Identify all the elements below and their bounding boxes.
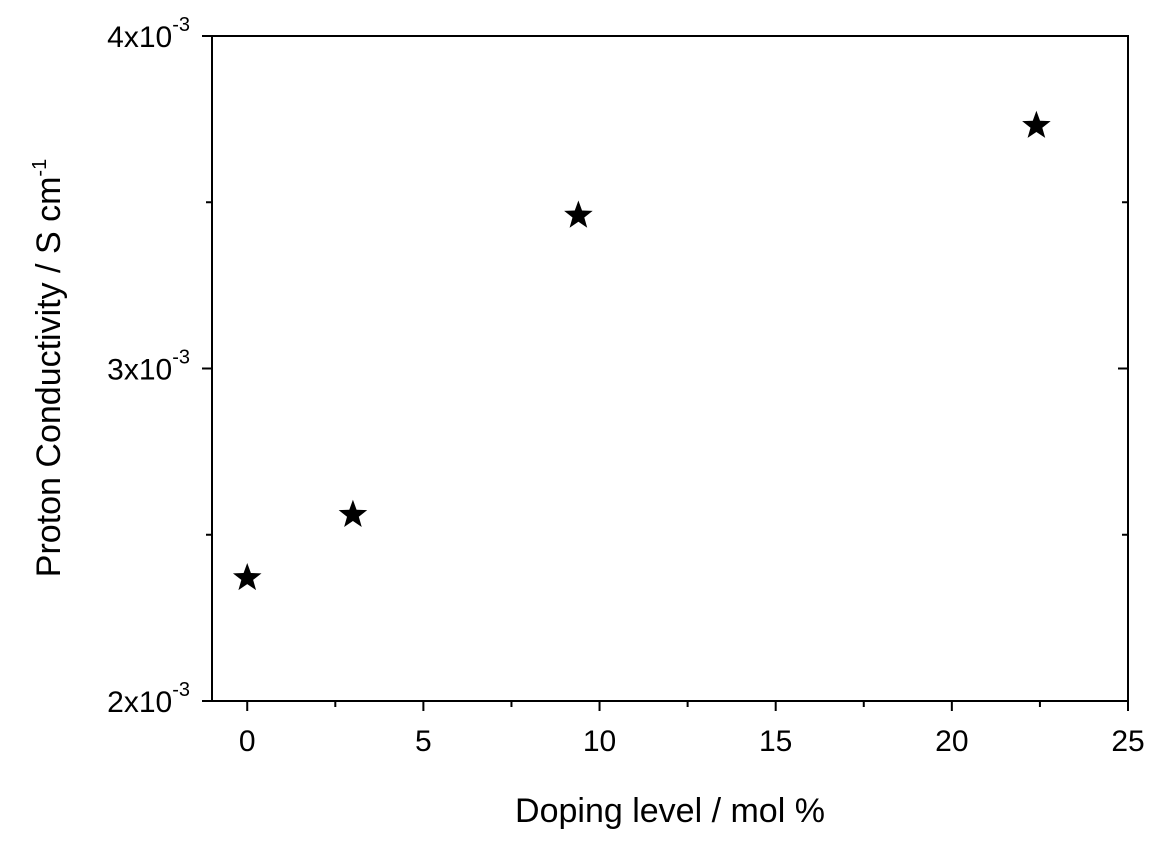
y-tick-mantissa: 2x10 [107,686,172,719]
y-axis-title-base: Proton Conductivity / S cm [30,177,68,578]
y-tick-label: 3x10-3 [107,347,190,387]
x-tick-label: 10 [583,725,616,758]
data-points [233,111,1051,590]
x-tick-label: 15 [759,725,792,758]
y-tick-mantissa: 3x10 [107,354,172,387]
data-point-star [564,201,593,228]
y-tick-exponent: -3 [172,679,190,701]
x-tick-labels: 0 5 10 15 20 25 [239,725,1145,758]
x-tick-label: 5 [415,725,432,758]
x-tick-label: 25 [1111,725,1144,758]
y-axis-title-exponent: -1 [29,159,51,177]
y-tick-label: 2x10-3 [107,679,190,719]
plot-frame [212,36,1128,701]
x-tick-label: 0 [239,725,256,758]
y-tick-mantissa: 4x10 [107,21,172,54]
data-point-star [339,500,368,527]
data-point-star [1022,111,1051,138]
x-tick-label: 20 [935,725,968,758]
y-tick-exponent: -3 [172,14,190,36]
y-tick-exponent: -3 [172,347,190,369]
axis-ticks [202,36,1128,711]
data-point-star [233,563,262,590]
y-tick-label: 4x10-3 [107,14,190,54]
x-axis-title: Doping level / mol % [515,792,825,830]
y-axis-title: Proton Conductivity / S cm-1 [29,159,68,577]
